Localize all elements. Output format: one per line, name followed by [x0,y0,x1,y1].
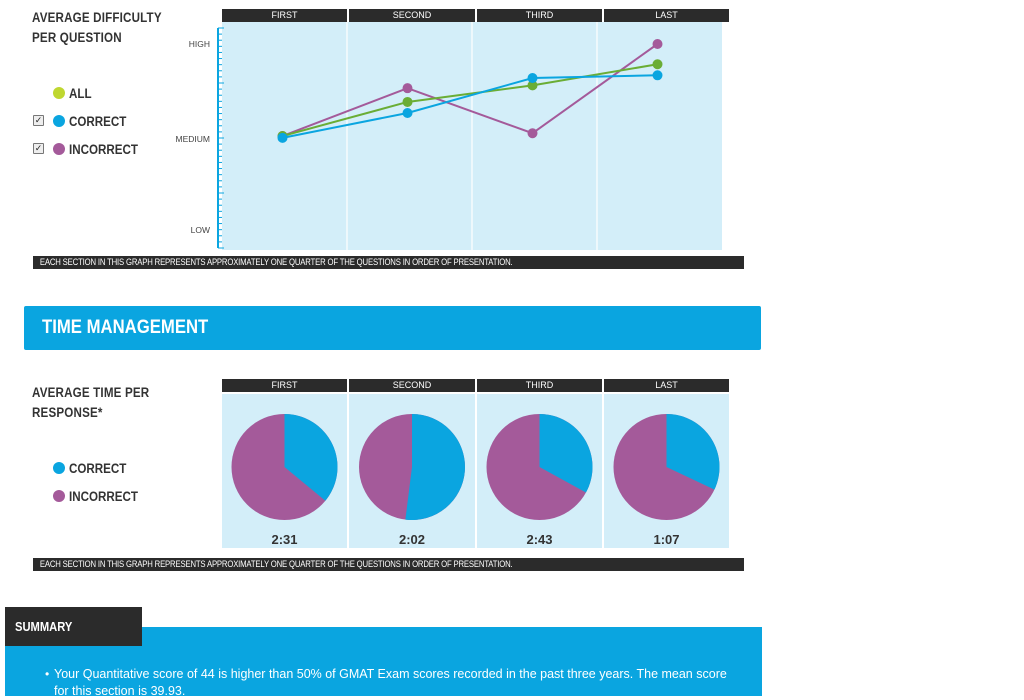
difficulty-line-chart [217,22,722,250]
pie-panel-second: 2:02 [349,394,475,548]
time-footnote: EACH SECTION IN THIS GRAPH REPRESENTS AP… [33,558,744,571]
time-footnote-text: EACH SECTION IN THIS GRAPH REPRESENTS AP… [39,559,513,569]
difficulty-title-line2: PER QUESTION [32,30,122,45]
time-management-banner: TIME MANAGEMENT [24,306,761,350]
pie-time-third: 2:43 [526,532,553,547]
pie-time-second: 2:02 [398,532,426,547]
point-all-second [402,96,413,107]
line-section-header-last: LAST [604,9,729,22]
legend-label-correct: CORRECT [69,113,127,129]
all-dot-icon [53,87,65,99]
pie-panel-last: 1:07 [604,394,729,548]
series-line-correct [282,74,658,139]
y-tick-label-medium: MEDIUM [175,134,210,144]
time-legend-item-incorrect: INCORRECT [53,487,149,505]
y-tick-label-low: LOW [190,225,210,235]
pie-chart-last [613,414,720,520]
pie-section-header-second: SECOND [349,379,475,392]
time-legend-label-incorrect: INCORRECT [69,488,139,504]
point-correct-third [527,73,538,84]
difficulty-footnote: EACH SECTION IN THIS GRAPH REPRESENTS AP… [33,256,744,269]
time-legend-label-correct: CORRECT [69,460,127,476]
legend-item-all: ALL [53,84,95,102]
incorrect-checkbox[interactable]: ✓ [33,143,44,154]
correct-checkbox[interactable]: ✓ [33,115,44,126]
summary-bullet-text: Your Quantitative score of 44 is higher … [54,667,727,698]
time-title-line1: AVERAGE TIME PER [32,385,150,400]
pie-chart-third [486,414,593,520]
correct-dot-icon [53,115,65,127]
pie-time-last: 1:07 [653,532,680,547]
pie-panel-third: 2:43 [477,394,602,548]
legend-item-incorrect: INCORRECT [53,140,149,158]
pie-slice-correct-last [666,414,720,490]
time-management-title: TIME MANAGEMENT [42,317,209,338]
pie-section-header-first: FIRST [222,379,347,392]
legend-label-all: ALL [69,85,92,101]
pie-section-header-third: THIRD [477,379,602,392]
point-correct-second [402,108,413,118]
y-tick-label-high: HIGH [188,39,210,49]
legend-label-incorrect: INCORRECT [69,141,139,157]
point-all-last [652,59,663,70]
line-section-header-first: FIRST [222,9,347,22]
summary-bullet-icon: • [45,667,50,681]
summary-tab-label: SUMMARY [15,619,73,634]
legend-item-correct: CORRECT [53,112,136,130]
pie-slice-correct-third [539,414,593,493]
pie-chart-first [231,414,338,520]
time-incorrect-dot-icon [53,490,65,502]
time-correct-dot-icon [53,462,65,474]
pie-time-first: 2:31 [271,532,298,547]
pie-section-header-last: LAST [604,379,729,392]
pie-slice-correct-first [284,414,338,501]
difficulty-footnote-text: EACH SECTION IN THIS GRAPH REPRESENTS AP… [39,257,513,267]
point-incorrect-third [527,128,538,139]
summary-tab: SUMMARY [5,607,142,646]
difficulty-title: AVERAGE DIFFICULTY PER QUESTION [32,8,162,48]
pie-chart-second [359,414,465,520]
point-correct-last [652,70,663,81]
time-legend-item-correct: CORRECT [53,459,136,477]
pie-slice-correct-second [405,414,465,520]
series-line-incorrect [282,43,659,137]
point-all-third [527,80,538,91]
time-title: AVERAGE TIME PER RESPONSE* [32,383,149,423]
time-title-line2: RESPONSE* [32,405,103,420]
line-section-header-second: SECOND [349,9,475,22]
point-incorrect-second [402,83,413,94]
difficulty-title-line1: AVERAGE DIFFICULTY [32,10,162,25]
incorrect-dot-icon [53,143,65,155]
series-line-all [282,63,658,137]
point-incorrect-last [652,39,663,49]
line-section-header-third: THIRD [477,9,602,22]
point-correct-first [277,132,288,143]
pie-panel-first: 2:31 [222,394,347,548]
